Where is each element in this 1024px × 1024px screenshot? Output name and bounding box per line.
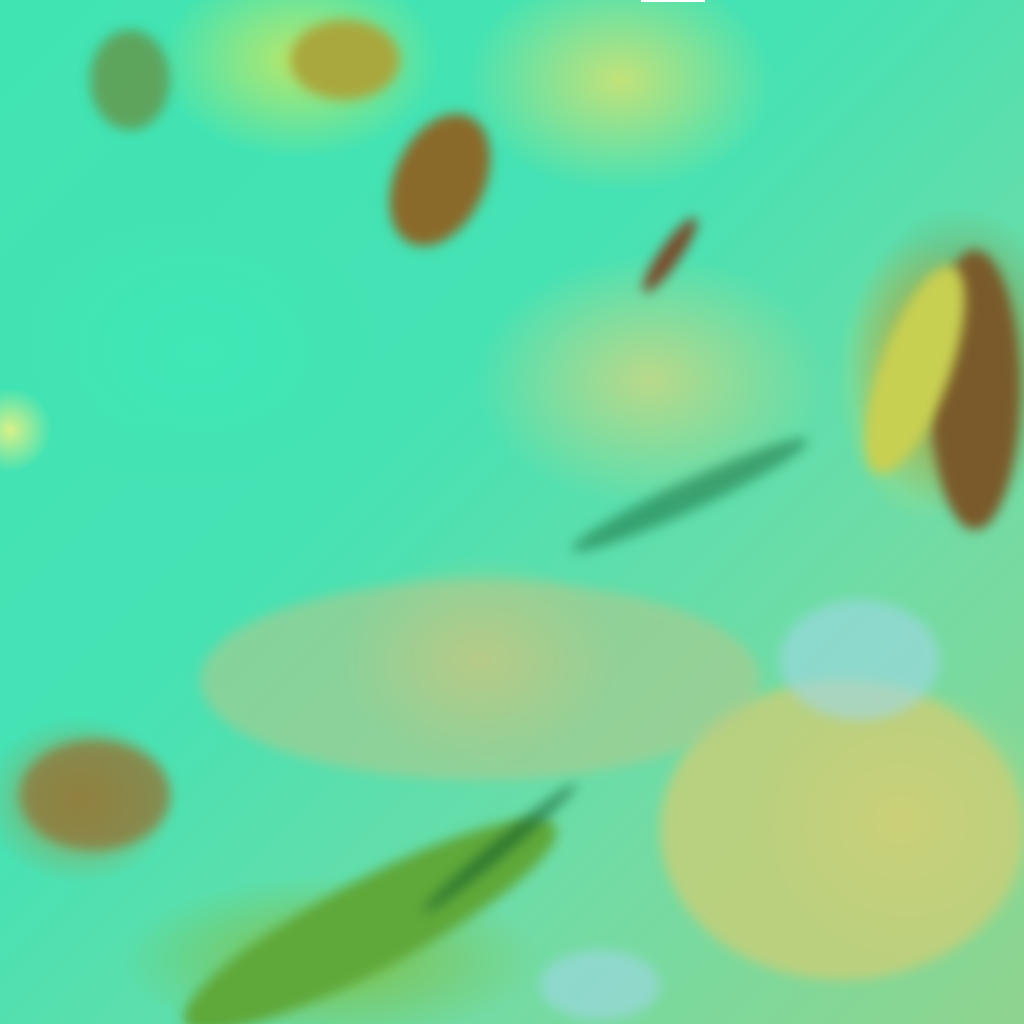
ice-cloud (540, 950, 660, 1020)
cloud-streak (565, 426, 815, 564)
ice-cloud (780, 600, 940, 720)
cloud-mass (369, 97, 511, 263)
cloud-mass (290, 20, 400, 100)
cloud-field (20, 740, 170, 850)
cloud-field (200, 580, 760, 780)
cloud-band (163, 786, 577, 1024)
cloud-mass (90, 30, 170, 130)
cloud-streak (635, 212, 705, 298)
top-marker-bar (641, 0, 705, 2)
